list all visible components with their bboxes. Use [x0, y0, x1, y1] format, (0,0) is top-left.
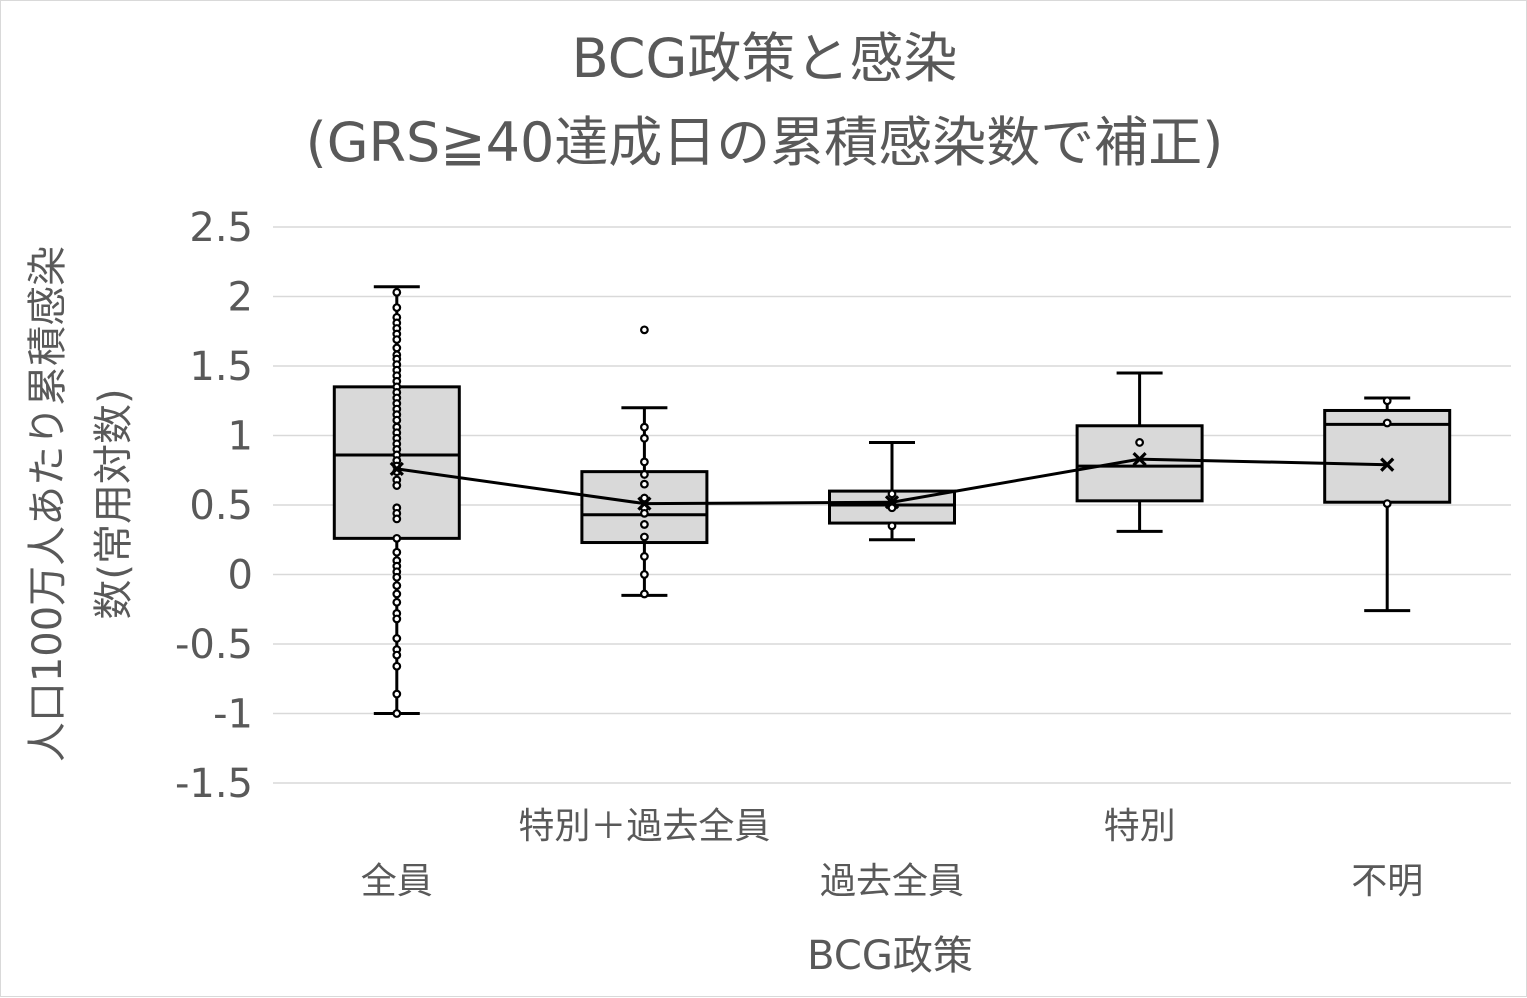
- mean-line-layer: [389, 451, 1395, 511]
- data-point: [640, 508, 649, 518]
- data-point: [392, 547, 402, 557]
- data-point: [640, 457, 649, 467]
- data-point: [640, 570, 649, 579]
- y-tick-label: 0: [228, 553, 253, 599]
- data-point: [392, 689, 402, 699]
- data-point: [887, 521, 897, 531]
- y-tick-label: 0.5: [189, 483, 253, 529]
- gridlines: [273, 226, 1511, 784]
- data-point: [1382, 499, 1392, 509]
- boxes: [332, 285, 1452, 718]
- data-point: [392, 287, 402, 297]
- y-tick-label: -1.5: [175, 761, 253, 807]
- data-point: [640, 520, 649, 529]
- iqr-box: [1075, 424, 1204, 503]
- data-point: [640, 532, 649, 542]
- data-point: [392, 533, 402, 543]
- y-axis-ticks: 2.5 2 1.5 1 0.5 0 -0.5 -1 -1.5: [175, 205, 253, 807]
- y-tick-label: 1.5: [189, 344, 253, 390]
- data-point: [392, 614, 402, 624]
- data-point: [392, 514, 402, 524]
- mean-marker-stroke: [637, 496, 652, 511]
- box-group: [828, 440, 956, 542]
- data-point: [392, 709, 402, 718]
- data-point: [1382, 418, 1392, 428]
- chart-title: BCG政策と感染: [571, 27, 958, 90]
- mean-marker-stroke: [1380, 457, 1395, 472]
- y-axis-title-line-1: 人口100万人あたり累積感染: [25, 246, 71, 762]
- mean-marker: [884, 495, 900, 510]
- box-group: [580, 325, 709, 599]
- y-tick-label: -0.5: [175, 622, 253, 668]
- data-point: [640, 433, 649, 443]
- x-category-label: 特別＋過去全員: [518, 806, 770, 847]
- box-group: [332, 285, 461, 718]
- data-point: [392, 335, 402, 344]
- mean-marker: [637, 496, 652, 511]
- data-point: [887, 489, 897, 499]
- data-point: [392, 597, 402, 607]
- box-group: [1323, 396, 1452, 613]
- data-point: [392, 634, 402, 643]
- data-point: [640, 589, 649, 599]
- data-point: [392, 650, 402, 660]
- x-category-label: 不明: [1351, 861, 1423, 902]
- data-point: [392, 661, 402, 671]
- mean-marker-stroke: [884, 495, 900, 510]
- y-tick-label: 2: [228, 275, 253, 321]
- box-group: [1075, 371, 1204, 533]
- data-point: [392, 303, 402, 313]
- mean-marker: [1380, 457, 1395, 472]
- y-tick-label: -1: [213, 692, 253, 738]
- x-axis-title: BCG政策: [807, 933, 973, 979]
- data-point: [640, 479, 649, 489]
- x-category-label: 全員: [361, 861, 433, 902]
- data-point: [640, 470, 649, 479]
- data-point: [392, 572, 402, 582]
- x-category-label: 特別: [1104, 806, 1176, 847]
- mean-marker-stroke: [389, 461, 404, 476]
- y-tick-label: 2.5: [189, 205, 253, 251]
- data-point: [1135, 438, 1144, 447]
- mean-marker-stroke: [1132, 451, 1147, 467]
- chart-subtitle: (GRS≧40達成日の累積感染数で補正): [305, 111, 1224, 174]
- data-point: [392, 581, 402, 591]
- data-point: [392, 343, 402, 353]
- y-tick-label: 1: [228, 414, 253, 460]
- data-point: [640, 552, 649, 561]
- data-point: [640, 422, 649, 432]
- y-axis-title-line-2: 数(常用対数): [91, 388, 137, 619]
- data-point: [1382, 396, 1392, 406]
- x-category-label: 過去全員: [820, 861, 964, 902]
- mean-marker: [389, 461, 404, 476]
- mean-marker: [1132, 451, 1147, 467]
- data-point: [392, 589, 402, 599]
- y-axis-title-group: 人口100万人あたり累積感染 数(常用対数): [25, 246, 137, 762]
- data-point: [392, 481, 402, 490]
- data-point: [392, 415, 402, 425]
- data-point: [640, 325, 649, 335]
